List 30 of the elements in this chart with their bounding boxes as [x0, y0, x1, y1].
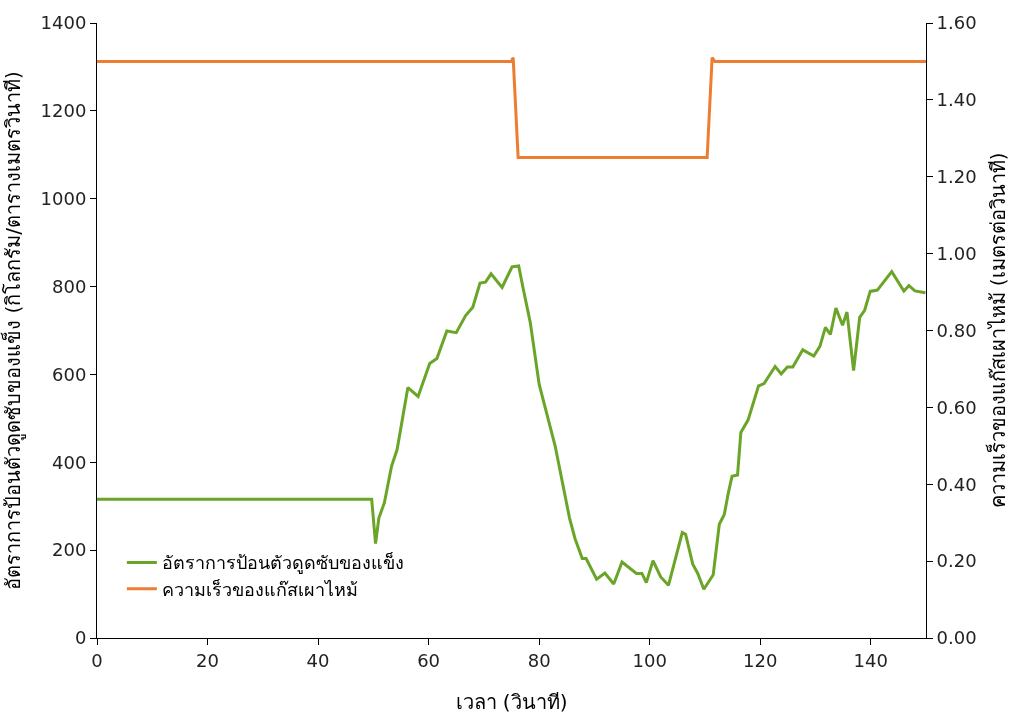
y2-tick-label: 0.60 [936, 396, 977, 418]
y2-tick-label: 1.00 [936, 242, 977, 264]
y-tick-label: 600 [52, 363, 87, 385]
y-tick-label: 1200 [40, 100, 87, 122]
x-tick-label: 60 [417, 649, 441, 671]
y2-tick-label: 0.20 [936, 550, 977, 572]
y-tick-label: 200 [52, 539, 87, 561]
y-tick-label: 1000 [40, 188, 87, 210]
x-tick-label: 20 [196, 649, 219, 671]
x-tick-label: 120 [743, 649, 778, 671]
y-axis-title: อัตราการป้อนตัวดูดซับของแข็ง (กิโลกรัม/ตารางเมตรวินาที) [0, 71, 26, 590]
y2-axis-title: ความเร็วของแก๊สเผาไหม้ (เมตรต่อวินาที) [985, 152, 1011, 509]
x-tick-label: 100 [632, 649, 667, 671]
y2-tick-label: 0.00 [936, 627, 977, 649]
x-tick-label: 140 [853, 649, 888, 671]
x-tick-label: 0 [91, 649, 103, 671]
x-axis-title: เวลา (วินาที) [455, 690, 568, 715]
x-tick-label: 40 [306, 649, 330, 671]
legend-label: อัตราการป้อนตัวดูดซับของแข็ง [161, 551, 404, 575]
y-tick-label: 800 [52, 275, 87, 297]
y2-tick-label: 1.40 [936, 89, 977, 111]
y2-tick-label: 1.60 [936, 12, 977, 34]
y-tick-label: 0 [74, 627, 87, 649]
legend-label: ความเร็วของแก๊สเผาไหม้ [161, 577, 358, 600]
y-tick-label: 1400 [40, 12, 87, 34]
y2-tick-label: 1.20 [936, 166, 977, 188]
x-tick-label: 80 [527, 649, 551, 671]
y2-tick-label: 0.80 [936, 319, 977, 341]
y2-tick-label: 0.40 [936, 473, 977, 495]
y-tick-label: 400 [52, 451, 87, 473]
